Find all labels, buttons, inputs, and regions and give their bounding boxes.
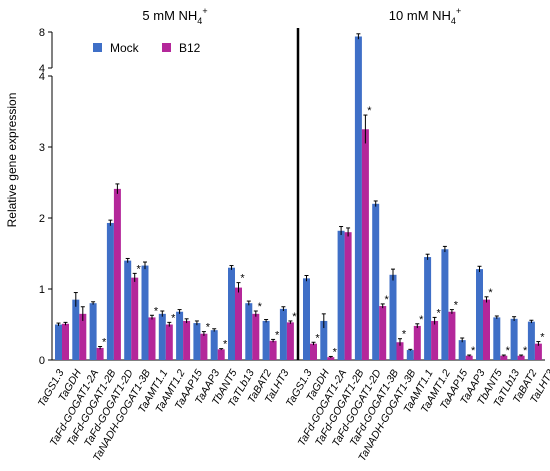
significance-star: * xyxy=(385,294,390,306)
significance-star: * xyxy=(171,312,176,324)
significance-star: * xyxy=(223,339,228,351)
y-tick-label: 2 xyxy=(39,213,45,225)
bar-b12 xyxy=(235,287,242,360)
bar-b12 xyxy=(113,188,121,360)
bar-b12 xyxy=(310,343,317,360)
significance-star: * xyxy=(523,345,528,357)
significance-star: * xyxy=(258,301,263,313)
bar-mock xyxy=(320,320,328,360)
bar-b12 xyxy=(269,340,277,360)
bar-b12 xyxy=(165,324,173,360)
bar-b12 xyxy=(379,306,387,360)
bar-mock xyxy=(303,278,310,360)
bar-mock xyxy=(141,265,149,360)
legend-swatch xyxy=(162,43,171,52)
bar-b12 xyxy=(448,311,456,360)
bar-mock xyxy=(279,308,287,360)
bar-mock xyxy=(245,303,253,360)
bar-b12 xyxy=(483,299,490,360)
bar-b12 xyxy=(517,355,525,360)
bar-b12 xyxy=(252,313,260,360)
bar-mock xyxy=(158,313,166,360)
bar-mock xyxy=(228,267,235,360)
bar-mock xyxy=(89,303,97,360)
bar-b12 xyxy=(183,320,191,360)
bar-mock xyxy=(72,299,80,360)
y-tick-label: 3 xyxy=(39,142,45,154)
bar-mock xyxy=(389,274,397,360)
bar-mock xyxy=(441,249,449,360)
legend: Mock B12 xyxy=(93,41,201,55)
bar-mock xyxy=(193,323,201,360)
significance-star: * xyxy=(506,345,511,357)
bar-mock xyxy=(372,203,380,360)
bar-b12 xyxy=(286,322,294,360)
bars: * * * * * * * * * * * * * * * * * * * * * * * xyxy=(55,33,545,360)
bar-b12 xyxy=(62,323,69,360)
significance-star: * xyxy=(240,273,245,285)
bar-b12 xyxy=(217,349,225,360)
significance-star: * xyxy=(540,332,545,344)
bar-mock xyxy=(106,222,114,360)
y-tick-label: 0 xyxy=(39,355,45,367)
bar-b12 xyxy=(79,313,87,360)
bar-b12 xyxy=(327,357,335,360)
bar-b12 xyxy=(396,342,404,360)
y-tick-label: 4 xyxy=(39,63,45,75)
significance-star: * xyxy=(454,300,459,312)
significance-star: * xyxy=(154,305,159,317)
significance-star: * xyxy=(275,329,280,341)
significance-star: * xyxy=(102,337,107,349)
bar-mock xyxy=(476,269,483,360)
significance-star: * xyxy=(315,332,320,344)
bar-b12 xyxy=(344,232,352,360)
bar-b12 xyxy=(200,333,208,360)
bar-mock xyxy=(493,317,501,360)
bar-mock xyxy=(55,324,62,360)
bar-b12 xyxy=(534,343,542,360)
bar-mock xyxy=(424,257,432,360)
bar-b12 xyxy=(500,355,508,360)
significance-star: * xyxy=(436,307,441,319)
y-tick-label: 1 xyxy=(39,284,45,296)
legend-label: B12 xyxy=(179,41,201,55)
bar-mock xyxy=(337,230,345,360)
bar-mock xyxy=(124,260,132,360)
significance-star: * xyxy=(292,311,297,323)
significance-star: * xyxy=(471,345,476,357)
bar-b12 xyxy=(148,317,156,360)
bar-mock xyxy=(458,340,466,360)
legend-label: Mock xyxy=(110,41,140,55)
category-labels: TaGS1.3TaGDHTaFd-GOGAT1-2ATaFd-GOGAT1-2B… xyxy=(36,367,550,463)
y-tick-label: 4 xyxy=(39,71,45,83)
bar-mock xyxy=(510,318,518,360)
panel-titles: 5 mM NH4+ 10 mM NH4+ xyxy=(142,6,461,26)
legend-swatch xyxy=(93,43,102,52)
panel-title: 10 mM NH4+ xyxy=(389,6,461,26)
bar-mock xyxy=(262,320,270,360)
bar-mock xyxy=(527,321,535,360)
bar-mock xyxy=(354,36,362,360)
bar-b12 xyxy=(131,277,139,360)
bar-b12 xyxy=(361,129,369,360)
significance-star: * xyxy=(402,329,407,341)
significance-star: * xyxy=(488,287,493,299)
bar-b12 xyxy=(465,355,473,360)
bar-b12 xyxy=(96,347,104,360)
significance-star: * xyxy=(333,346,338,358)
bar-b12 xyxy=(413,325,421,360)
bar-b12 xyxy=(431,320,439,360)
bar-mock xyxy=(210,330,218,360)
significance-star: * xyxy=(206,322,211,334)
bar-mock xyxy=(176,311,184,360)
y-axis-title: Relative gene expression xyxy=(5,93,19,228)
significance-star: * xyxy=(419,314,424,326)
significance-star: * xyxy=(137,263,142,275)
panel-title: 5 mM NH4+ xyxy=(142,6,207,26)
bar-mock xyxy=(406,350,414,360)
y-tick-label: 8 xyxy=(39,27,45,39)
significance-star: * xyxy=(367,105,372,117)
